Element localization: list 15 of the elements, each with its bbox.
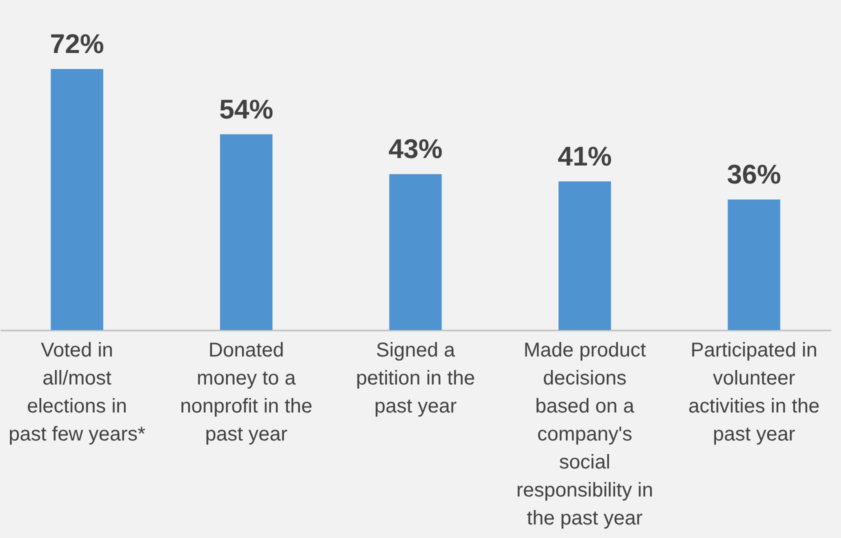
x-tick-label: Donated money to a nonprofit in the past year <box>180 340 312 446</box>
bar <box>558 181 611 330</box>
bar <box>50 69 104 330</box>
data-label: 43% <box>388 134 443 164</box>
data-label: 54% <box>219 94 274 124</box>
data-label: 72% <box>50 29 104 59</box>
bar <box>220 134 272 330</box>
x-tick-label: Signed a petition in the past year <box>356 340 475 418</box>
data-label: 36% <box>726 160 782 190</box>
x-tick-label: Participated in volunteer activities in the past year <box>688 340 820 446</box>
bar <box>728 200 780 330</box>
bar <box>389 174 442 330</box>
x-tick-label: Made product decisions based on a company's social responsibility in the past year <box>516 340 654 530</box>
data-label: 41% <box>558 141 612 172</box>
x-tick-label: Voted in all/most elections in past few years* <box>8 340 146 446</box>
